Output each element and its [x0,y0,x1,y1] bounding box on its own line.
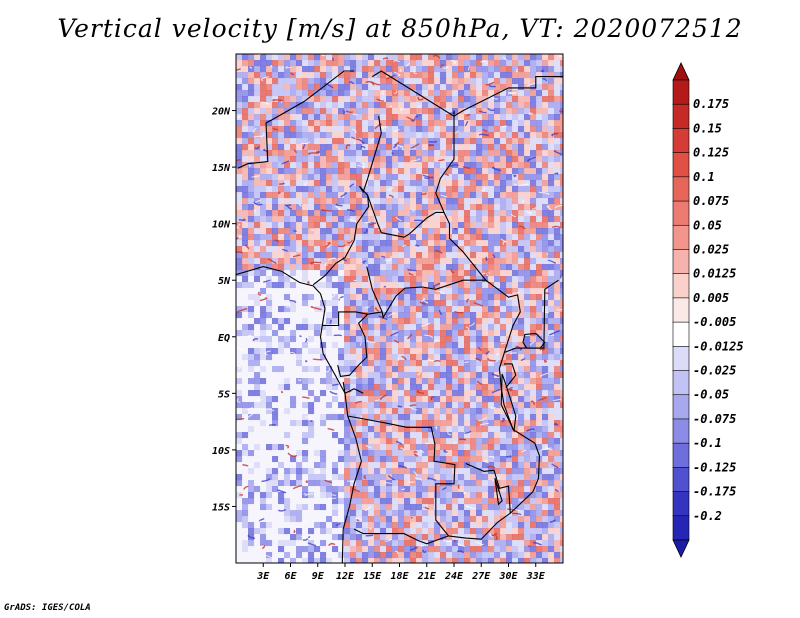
map-title: Vertical velocity [m/s] at 850hPa, VT: 2… [57,14,743,43]
latitude-axis: 20N 15N 10N 5N EQ 5S 10S 15S [211,107,236,513]
lat-tick-label: 5N [218,276,231,287]
colorbar-swatch [672,79,690,105]
colorbar-label: 0.15 [693,121,722,135]
lat-tick-label: 20N [211,107,231,118]
coastline-and-borders [236,70,563,563]
colorbar-swatch [672,152,690,178]
colorbar-swatch [672,297,690,323]
lon-tick-label: 24E [444,571,464,582]
colorbar-swatch [672,394,690,420]
colorbar-label: 0.0125 [693,267,736,281]
lon-tick-label: 18E [390,571,409,582]
colorbar: 0.175 0.15 0.125 0.1 0.075 0.05 0.025 0.0125 0.0… [672,62,744,558]
lat-tick-label: 15N [212,163,231,174]
colorbar-swatch [672,442,690,468]
lon-tick-label: 33E [526,571,546,582]
colorbar-swatch [672,515,690,541]
colorbar-swatch [672,176,690,202]
colorbar-label: 0.005 [693,291,729,305]
longitude-axis: 3E 6E 9E 12E 15E 18E 21E 24E 27E 30E 33E [256,563,546,582]
colorbar-label: -0.125 [693,460,736,474]
colorbar-label: -0.05 [693,388,729,402]
colorbar-label: -0.2 [693,509,722,523]
colorbar-label: -0.1 [693,436,722,450]
colorbar-label: 0.125 [693,146,729,160]
colorbar-swatch [672,103,690,130]
colorbar-swatch [672,346,690,372]
lon-tick-label: 21E [417,571,437,582]
lat-tick-label: 10S [212,446,230,457]
colorbar-label: 0.05 [693,218,722,232]
lat-tick-label: EQ [218,333,230,344]
vertical-velocity-field [236,54,563,563]
colorbar-swatch [672,370,690,396]
lon-tick-label: 12E [336,571,355,582]
colorbar-swatch [672,128,690,154]
lat-tick-label: 10N [212,220,231,231]
lon-tick-label: 3E [256,571,270,582]
colorbar-swatch [672,467,690,493]
lon-tick-label: 9E [312,571,325,582]
colorbar-label: 0.1 [693,170,715,184]
lon-tick-label: 30E [498,571,518,582]
colorbar-label: -0.175 [693,485,736,499]
colorbar-label: 0.075 [693,194,729,208]
map-panel [235,53,564,564]
colorbar-label: -0.005 [693,315,736,329]
colorbar-label: -0.0125 [693,339,744,353]
colorbar-max-triangle [672,62,690,81]
colorbar-swatch [672,418,690,444]
lon-tick-label: 15E [363,571,382,582]
lat-tick-label: 15S [212,502,230,513]
colorbar-swatch [672,224,690,251]
grads-credit: GrADS: IGES/COLA [4,603,91,613]
colorbar-swatch [672,491,690,517]
colorbar-min-triangle [672,539,690,558]
colorbar-swatch [672,249,690,275]
colorbar-label: -0.025 [693,364,736,378]
lon-tick-label: 27E [471,571,491,582]
lon-tick-label: 6E [284,571,297,582]
colorbar-label: 0.175 [693,97,729,111]
colorbar-label: -0.075 [693,412,736,426]
colorbar-label: 0.025 [693,242,729,256]
lat-tick-label: 5S [218,389,230,400]
colorbar-swatch [672,321,690,347]
colorbar-swatch [672,200,690,226]
colorbar-swatch [672,273,690,299]
